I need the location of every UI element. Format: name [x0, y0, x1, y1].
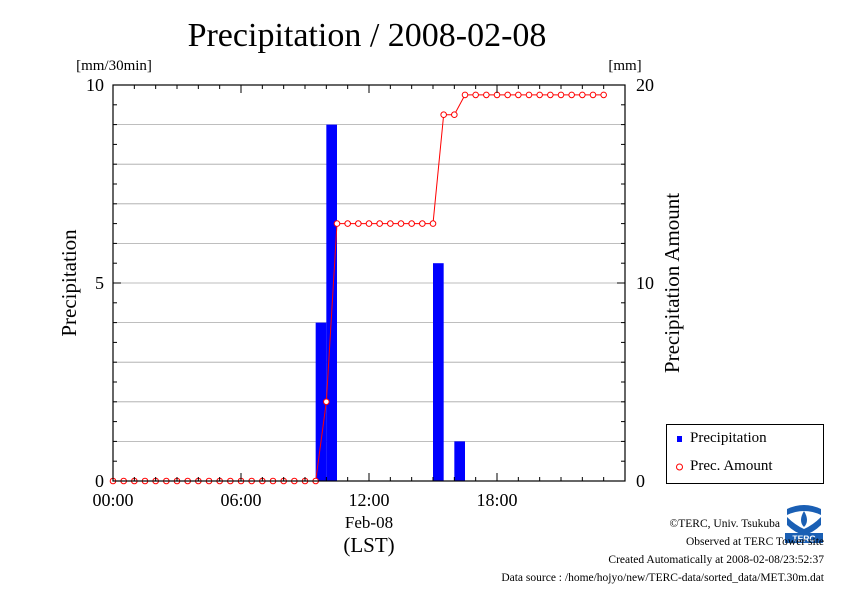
x-tick-label: 12:00 — [348, 490, 389, 510]
created-text: Created Automatically at 2008-02-08/23:5… — [608, 554, 824, 566]
precipitation-bar — [454, 441, 465, 481]
prec-amount-point — [429, 220, 437, 227]
prec-amount-point — [515, 91, 522, 99]
date-label: Feb-08 — [345, 513, 393, 532]
right-tick-label: 20 — [636, 75, 654, 95]
prec-amount-point — [408, 220, 415, 227]
left-axis-unit: [mm/30min] — [76, 58, 152, 74]
chart-title: Precipitation / 2008-02-08 — [188, 17, 547, 54]
prec-amount-point — [387, 220, 394, 227]
line-series — [109, 91, 607, 485]
source-text: Data source : /home/hojyo/new/TERC-data/… — [501, 572, 824, 584]
right-tick-label: 10 — [636, 273, 654, 293]
prec-amount-point — [365, 220, 373, 227]
prec-amount-point — [557, 91, 565, 99]
legend-bar-swatch — [677, 436, 682, 442]
prec-amount-point — [355, 220, 362, 227]
x-tick-label: 06:00 — [220, 490, 261, 510]
prec-amount-point — [472, 91, 479, 99]
prec-amount-point — [536, 91, 543, 99]
prec-amount-point — [440, 111, 447, 118]
precipitation-bar — [433, 263, 444, 481]
terc-logo-text: TERC — [792, 534, 815, 544]
site-text: Observed at TERC Tower site — [685, 536, 824, 548]
x-tick-label: 18:00 — [476, 490, 517, 510]
prec-amount-point — [483, 91, 490, 99]
left-tick-label: 5 — [95, 273, 104, 293]
prec-amount-point — [525, 91, 533, 99]
prec-amount-point — [547, 91, 554, 99]
prec-amount-point — [504, 91, 511, 99]
prec-amount-point — [419, 220, 426, 227]
prec-amount-point — [333, 220, 341, 227]
grid-lines — [113, 124, 625, 442]
right-axis-unit: [mm] — [608, 58, 641, 74]
prec-amount-point — [451, 111, 458, 118]
left-axis-label: Precipitation — [57, 229, 81, 337]
prec-amount-point — [376, 220, 383, 227]
x-tick-label: 00:00 — [92, 490, 133, 510]
x-axis-label: (LST) — [343, 533, 394, 557]
prec-amount-point — [344, 220, 351, 227]
left-tick-label: 0 — [95, 471, 104, 491]
prec-amount-point — [579, 91, 586, 99]
legend: Precipitation Prec. Amount — [666, 424, 824, 484]
right-tick-label: 0 — [636, 471, 645, 491]
bar-series — [315, 124, 465, 481]
prec-amount-point — [397, 220, 405, 227]
prec-amount-point — [589, 91, 597, 99]
prec-amount-point — [568, 91, 575, 99]
prec-amount-point — [600, 91, 607, 99]
prec-amount-point — [323, 398, 330, 406]
copyright-text: ©TERC, Univ. Tsukuba — [669, 518, 780, 530]
legend-item-precipitation: Precipitation — [690, 430, 767, 446]
terc-logo: TERC — [783, 503, 825, 544]
axis-ticks — [112, 84, 626, 482]
precipitation-bar — [315, 322, 327, 481]
legend-swatches — [676, 436, 683, 471]
terc-logo-icon: TERC — [783, 503, 825, 544]
left-tick-label: 10 — [86, 75, 104, 95]
legend-line-swatch — [676, 463, 683, 471]
legend-item-prec-amount: Prec. Amount — [690, 458, 773, 474]
right-axis-label: Precipitation Amount — [660, 193, 684, 373]
prec-amount-line — [113, 94, 604, 482]
prec-amount-point — [461, 91, 469, 99]
precipitation-bar — [326, 124, 337, 481]
